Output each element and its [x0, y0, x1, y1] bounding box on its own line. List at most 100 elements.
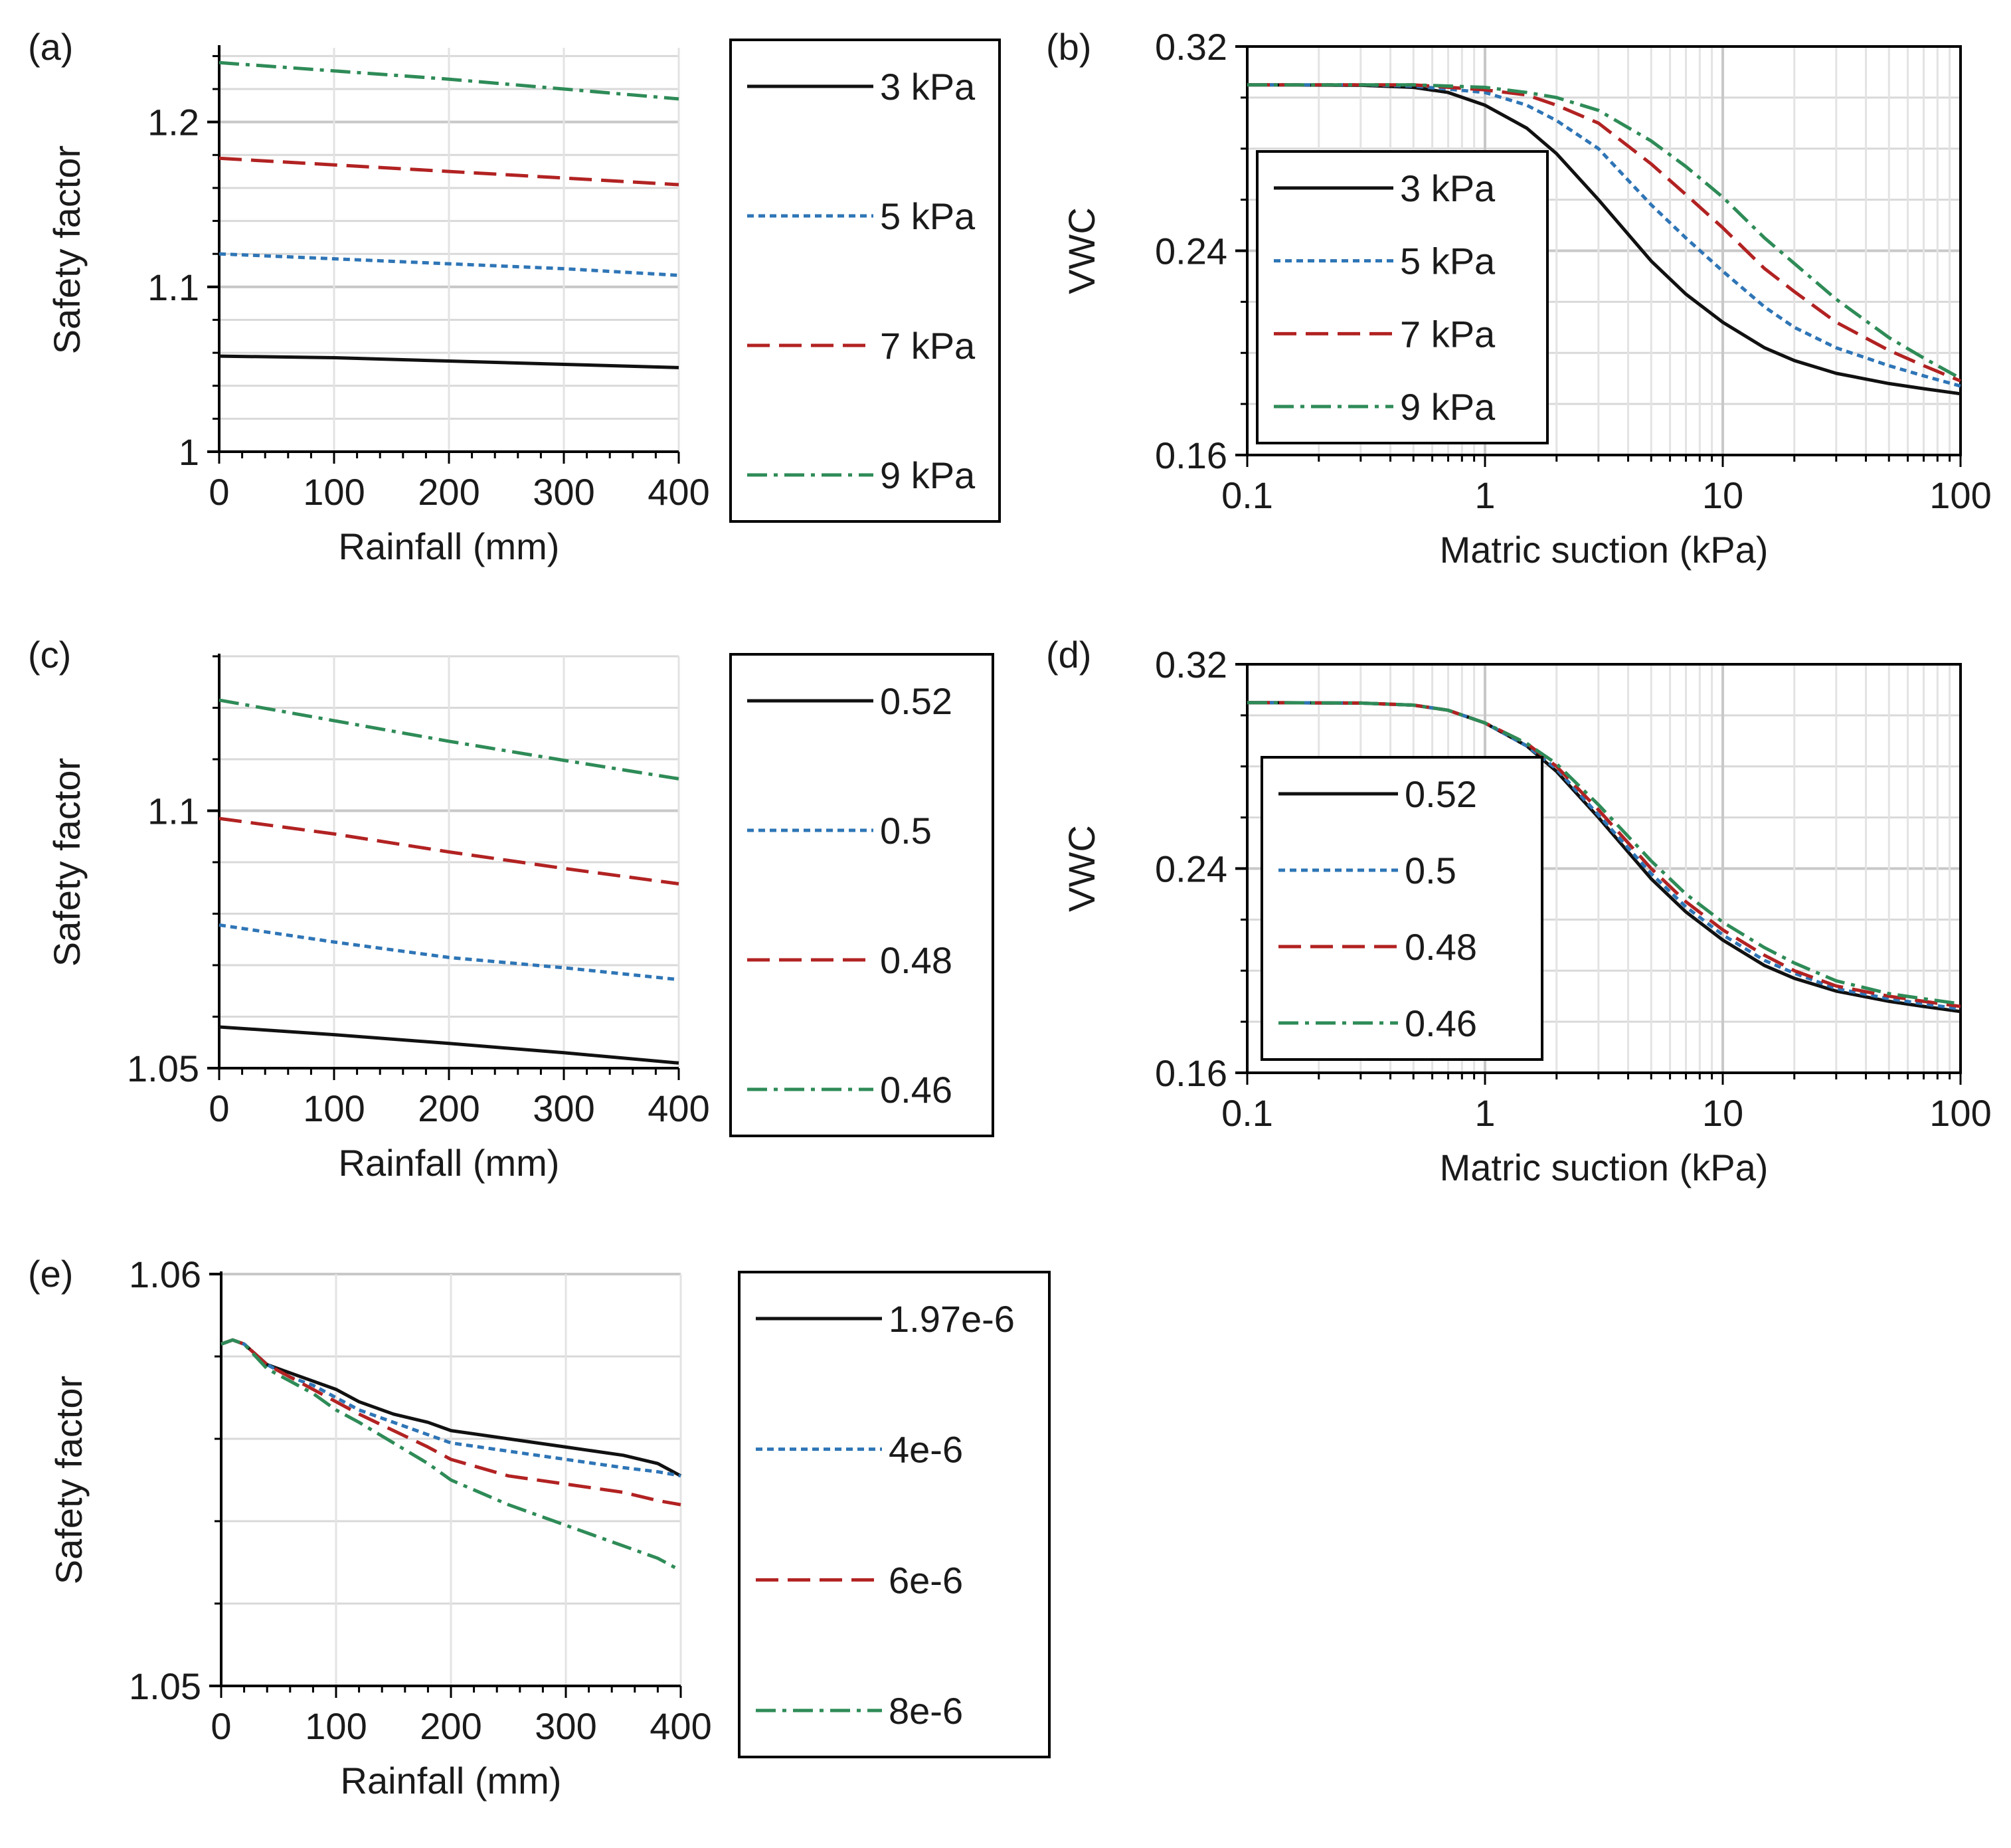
legend-label-2: 0.48 — [1405, 926, 1477, 968]
gridlines — [213, 655, 680, 1080]
x-tick-label: 0 — [209, 471, 229, 513]
x-tick-label: 10 — [1702, 474, 1743, 516]
x-tick-label: 10 — [1702, 1092, 1743, 1134]
gridlines — [215, 1273, 682, 1698]
x-tick-label: 300 — [533, 1087, 594, 1129]
legend-box — [1256, 150, 1549, 444]
x-axis-title: Matric suction (kPa) — [1440, 1147, 1769, 1188]
series-line-3 — [219, 698, 679, 781]
x-tick-label: 1 — [1474, 1092, 1495, 1134]
x-tick-label: 0.1 — [1221, 474, 1273, 516]
panel-b: (b) 0.16 0.24 0.32 0.1 1 10 100 Matric suction (… — [1046, 26, 1992, 571]
x-tick-label: 200 — [420, 1705, 481, 1747]
x-tick-label: 100 — [305, 1705, 367, 1747]
series-line-1 — [1247, 83, 1961, 388]
x-tick-label: 300 — [533, 471, 594, 513]
panel-label: (b) — [1046, 26, 1091, 68]
legend-label-1: 5 kPa — [880, 195, 976, 237]
legend-label-0: 3 kPa — [880, 66, 976, 108]
legend-label-0: 3 kPa — [1400, 167, 1496, 209]
legend: 1.97e-6 4e-6 6e-6 8e-6 — [738, 1271, 1051, 1758]
series-line-3 — [1247, 701, 1961, 1006]
legend-label-0: 0.52 — [880, 680, 952, 722]
x-tick-label: 200 — [418, 471, 480, 513]
legend-label-3: 0.46 — [1405, 1002, 1477, 1044]
y-tick-label: 0.32 — [1155, 26, 1227, 68]
y-tick-label: 1.05 — [129, 1665, 201, 1707]
legend-box — [738, 1271, 1051, 1758]
x-axis-title: Rainfall (mm) — [341, 1760, 562, 1802]
legend-box — [729, 39, 1001, 523]
x-axis-title: Rainfall (mm) — [339, 1142, 560, 1184]
series-line-2 — [219, 816, 679, 885]
y-tick-label: 1.06 — [129, 1253, 201, 1295]
legend: 0.52 0.5 0.48 0.46 — [1261, 756, 1543, 1061]
legend-label-3: 9 kPa — [1400, 386, 1496, 428]
legend-label-0: 0.52 — [1405, 773, 1477, 815]
x-tick-label: 100 — [1929, 474, 1991, 516]
y-tick-label: 0.24 — [1155, 848, 1227, 890]
series-line-1 — [219, 923, 679, 982]
y-axis-title: VWC — [1061, 207, 1102, 294]
series-line-1 — [1247, 701, 1961, 1011]
legend-label-2: 7 kPa — [1400, 313, 1496, 355]
x-tick-label: 0 — [211, 1705, 231, 1747]
series-line-0 — [1247, 83, 1961, 396]
legend-box — [1261, 756, 1543, 1061]
y-tick-label: 0.32 — [1155, 644, 1227, 686]
gridlines — [213, 48, 680, 464]
series-line-2 — [1247, 701, 1961, 1008]
x-tick-label: 100 — [303, 471, 365, 513]
y-tick-label: 1.05 — [127, 1048, 199, 1089]
legend-label-1: 0.5 — [880, 810, 932, 852]
series-line-0 — [219, 354, 679, 369]
legend-label-2: 6e-6 — [889, 1559, 963, 1601]
legend: 3 kPa 5 kPa 7 kPa 9 kPa — [1256, 150, 1549, 444]
series-line-0 — [219, 1025, 679, 1065]
y-tick-label: 0.16 — [1155, 434, 1227, 476]
y-axis-title: Safety factor — [46, 145, 88, 354]
panel-label: (c) — [28, 634, 71, 676]
panel-e: (e) 1.05 1.06 0 100 200 300 400 Rainfall (mm) Saf… — [28, 1253, 1051, 1802]
y-tick-label: 0.16 — [1155, 1052, 1227, 1094]
panel-label: (a) — [28, 26, 73, 68]
series-line-3 — [1247, 83, 1962, 380]
legend-label-2: 0.48 — [880, 939, 952, 981]
legend-label-1: 0.5 — [1405, 850, 1456, 891]
legend-label-3: 0.46 — [880, 1069, 952, 1111]
x-tick-label: 400 — [648, 1087, 709, 1129]
x-tick-label: 0 — [209, 1087, 229, 1129]
x-axis-title: Rainfall (mm) — [339, 525, 560, 567]
legend-label-1: 5 kPa — [1400, 240, 1496, 282]
legend-label-0: 1.97e-6 — [889, 1298, 1015, 1340]
y-tick-label: 1 — [179, 431, 199, 473]
legend-label-1: 4e-6 — [889, 1429, 963, 1471]
legend-label-3: 8e-6 — [889, 1690, 963, 1732]
x-tick-label: 100 — [303, 1087, 365, 1129]
y-tick-label: 1.1 — [147, 266, 199, 308]
legend: 0.52 0.5 0.48 0.46 — [729, 653, 994, 1137]
panel-c: (c) 1.05 1.1 0 100 200 300 400 Rainfall (mm) Safe… — [28, 634, 994, 1184]
legend: 3 kPa 5 kPa 7 kPa 9 kPa — [729, 39, 1001, 523]
legend-box — [729, 653, 994, 1137]
x-tick-label: 200 — [418, 1087, 480, 1129]
x-tick-label: 0.1 — [1221, 1092, 1273, 1134]
panel-label: (e) — [28, 1253, 73, 1295]
x-tick-label: 1 — [1474, 474, 1495, 516]
panel-d: (d) 0.16 0.24 0.32 0.1 1 10 100 Matric suction (… — [1046, 634, 1992, 1188]
legend-label-2: 7 kPa — [880, 325, 976, 367]
x-tick-label: 100 — [1929, 1092, 1991, 1134]
series-line-3 — [220, 1338, 682, 1572]
x-axis-title: Matric suction (kPa) — [1440, 529, 1769, 571]
x-tick-label: 300 — [535, 1705, 596, 1747]
legend-label-3: 9 kPa — [880, 454, 976, 496]
x-tick-label: 400 — [648, 471, 709, 513]
series-line-3 — [219, 60, 679, 101]
y-tick-label: 1.2 — [147, 102, 199, 143]
y-axis-title: Safety factor — [48, 1376, 90, 1584]
panel-a: (a) 1 1.1 1.2 0 100 200 300 400 Rainfall (mm) Safe… — [28, 26, 1001, 567]
series-line-1 — [219, 252, 679, 277]
y-tick-label: 1.1 — [147, 790, 199, 832]
y-axis-title: Safety factor — [46, 758, 88, 967]
